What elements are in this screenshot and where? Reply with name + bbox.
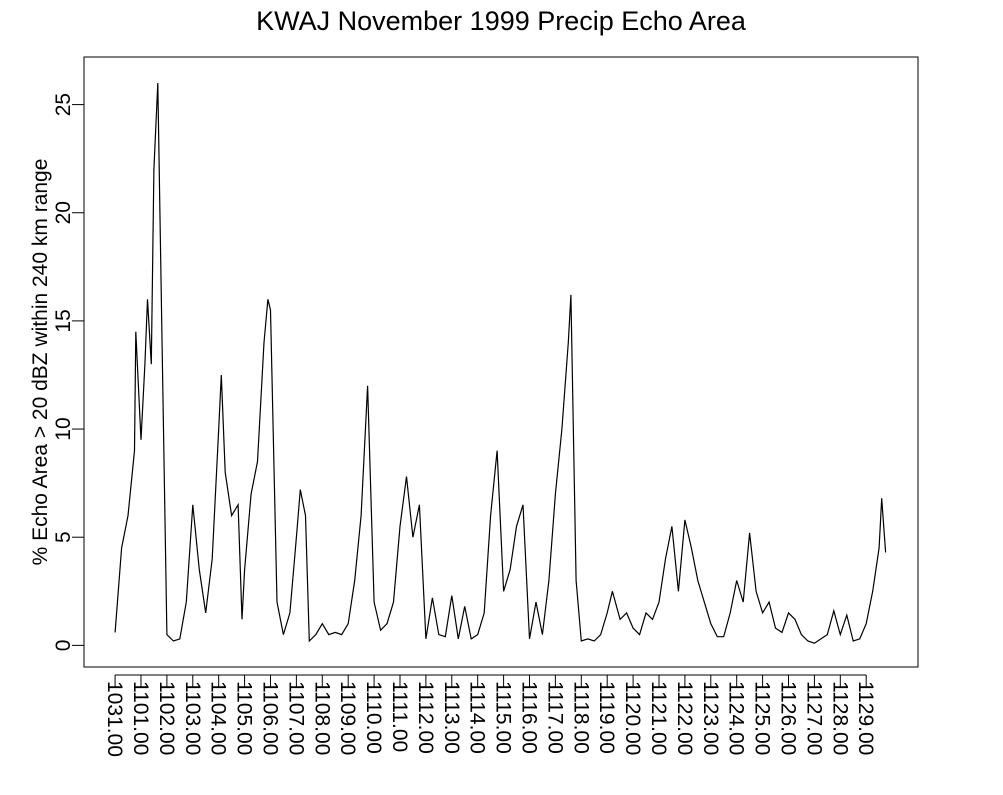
x-tick-label: 1114.00 bbox=[466, 681, 489, 754]
x-tick-label: 1123.00 bbox=[699, 681, 722, 755]
y-axis-label: % Echo Area > 20 dBZ within 240 km range bbox=[29, 159, 52, 566]
y-tick-label: 15 bbox=[52, 309, 75, 332]
x-tick-label: 1115.00 bbox=[492, 681, 515, 754]
x-tick-label: 1107.00 bbox=[284, 681, 307, 755]
x-tick-label: 1127.00 bbox=[802, 681, 825, 755]
x-tick-label: 1129.00 bbox=[854, 681, 877, 755]
y-tick-label: 0 bbox=[52, 640, 75, 652]
x-tick-label: 1113.00 bbox=[440, 681, 463, 754]
x-tick-label: 1110.00 bbox=[362, 681, 385, 754]
x-tick-label: 1111.00 bbox=[388, 681, 411, 752]
x-tick-label: 1101.00 bbox=[129, 681, 152, 755]
x-tick-label: 1104.00 bbox=[207, 681, 230, 755]
x-tick-label: 1128.00 bbox=[828, 681, 851, 755]
x-tick-label: 1124.00 bbox=[725, 681, 748, 755]
x-tick-label: 1121.00 bbox=[647, 681, 670, 755]
y-tick-label: 5 bbox=[52, 531, 75, 543]
x-tick-label: 1120.00 bbox=[621, 681, 644, 755]
x-tick-label: 1125.00 bbox=[751, 681, 774, 755]
y-tick-label: 10 bbox=[52, 417, 75, 440]
data-line bbox=[114, 82, 887, 644]
x-tick-label: 1106.00 bbox=[258, 681, 281, 755]
chart-title: KWAJ November 1999 Precip Echo Area bbox=[256, 6, 747, 36]
x-tick-label: 1105.00 bbox=[233, 681, 256, 755]
x-tick-label: 1116.00 bbox=[517, 681, 540, 754]
x-tick-label: 1102.00 bbox=[155, 681, 178, 755]
x-tick-label: 1108.00 bbox=[310, 681, 333, 755]
x-tick-label: 1109.00 bbox=[336, 681, 359, 755]
plot-frame bbox=[83, 56, 919, 668]
x-tick-label: 1118.00 bbox=[569, 681, 592, 754]
x-tick-label: 1031.00 bbox=[103, 681, 126, 757]
x-tick-label: 1117.00 bbox=[543, 681, 566, 754]
y-tick-label: 20 bbox=[52, 201, 75, 224]
x-tick-label: 1122.00 bbox=[673, 681, 696, 755]
x-tick-label: 1126.00 bbox=[776, 681, 799, 755]
x-tick-label: 1119.00 bbox=[595, 681, 618, 754]
x-tick-label: 1103.00 bbox=[181, 681, 204, 755]
x-tick-label: 1112.00 bbox=[414, 681, 437, 754]
y-tick-label: 25 bbox=[52, 93, 75, 116]
